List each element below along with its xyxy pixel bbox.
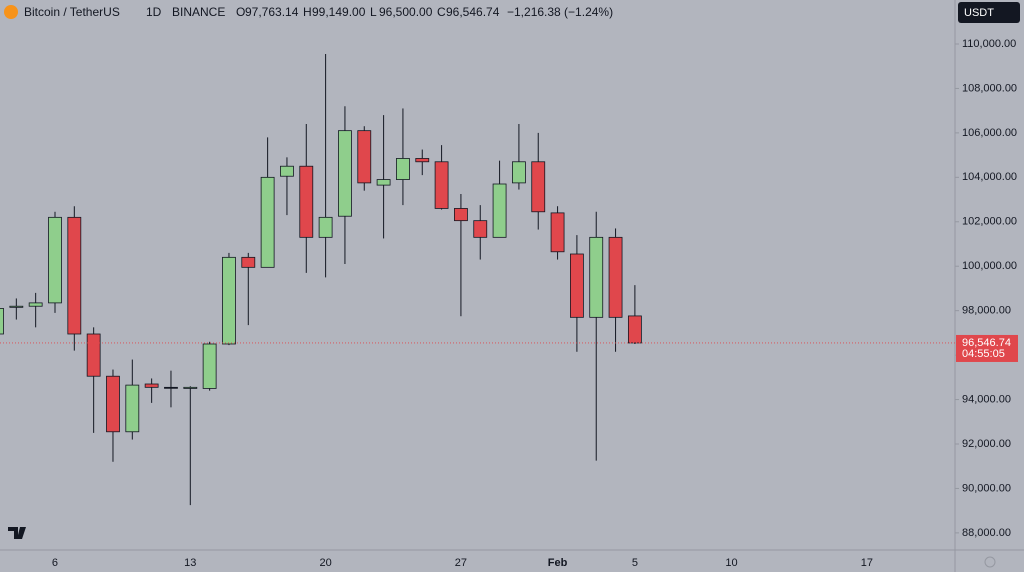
y-tick-label: 102,000.00: [962, 216, 1017, 228]
overlay: Bitcoin / TetherUS 1D BINANCE −1,216.38 …: [4, 2, 1020, 569]
candle-body: [357, 130, 372, 184]
currency-button[interactable]: [958, 2, 1020, 23]
candle-body: [280, 165, 294, 177]
ohlc-prefix: O: [236, 5, 245, 19]
y-tick-label: 92,000.00: [962, 438, 1011, 450]
candle-body: [183, 386, 198, 389]
candle-body: [67, 216, 82, 335]
x-tick-label: 20: [319, 557, 331, 569]
y-tick-label: 108,000.00: [962, 82, 1017, 94]
x-tick-label: 13: [184, 557, 196, 569]
candle-body: [241, 256, 256, 268]
candle-body: [299, 165, 314, 238]
candle-body: [473, 220, 488, 238]
candle-body: [144, 383, 159, 388]
ohlc-value: 97,763.14: [245, 5, 299, 19]
x-tick-label: 17: [861, 557, 873, 569]
settings-icon[interactable]: [984, 556, 996, 568]
interval[interactable]: 1D: [146, 5, 162, 19]
ohlc-prefix: C: [437, 5, 446, 19]
x-tick-label: Feb: [548, 557, 568, 569]
logo[interactable]: [8, 527, 26, 539]
last-price-box: [956, 334, 1018, 362]
change: −1,216.38 (−1.24%): [507, 5, 613, 19]
candle-body: [396, 158, 410, 180]
candle-body: [0, 308, 4, 335]
candle-body: [338, 130, 352, 217]
x-tick-label: 27: [455, 557, 467, 569]
y-tick-label: 110,000.00: [962, 38, 1016, 50]
exchange: BINANCE: [172, 5, 225, 19]
y-tick-label: 88,000.00: [962, 527, 1011, 539]
candle-body: [9, 305, 24, 308]
y-tick-label: 90,000.00: [962, 482, 1011, 494]
candle-body: [589, 236, 604, 318]
x-tick-label: 10: [725, 557, 737, 569]
candle-body: [512, 161, 526, 184]
x-tick-label: 6: [52, 557, 58, 569]
ohlc-value: 96,546.74: [446, 5, 500, 19]
plot-area: [0, 54, 955, 506]
ohlc-prefix: L: [370, 5, 377, 19]
candle-body: [454, 208, 468, 222]
candle-body: [531, 161, 546, 213]
candle-body: [125, 384, 140, 433]
candle-body: [376, 179, 391, 186]
countdown: 04:55:05: [962, 348, 1005, 360]
candle-body: [48, 216, 62, 304]
symbol-icon: [4, 5, 18, 19]
x-tick-label: 5: [632, 557, 638, 569]
candle-body: [86, 333, 101, 377]
candle-body: [318, 216, 333, 238]
candle-body: [164, 386, 178, 389]
ohlc-value: 99,149.00: [312, 5, 366, 19]
currency-label[interactable]: USDT: [964, 7, 994, 19]
last-price-label: 96,546.74: [962, 337, 1011, 349]
candle-body: [492, 183, 507, 238]
ohlc-value: 96,500.00: [379, 5, 433, 19]
candle-body: [608, 236, 623, 318]
candle-body: [415, 158, 430, 163]
symbol-title: Bitcoin / TetherUS: [24, 5, 120, 19]
candle-body: [260, 176, 275, 268]
y-tick-label: 100,000.00: [962, 260, 1017, 272]
ohlc-prefix: H: [303, 5, 312, 19]
y-tick-label: 106,000.00: [962, 127, 1017, 139]
candle-body: [106, 375, 120, 433]
candle-body: [28, 302, 43, 307]
candle-body: [222, 256, 236, 345]
candle-body: [434, 161, 449, 209]
candle-body: [550, 212, 565, 253]
y-tick-label: 94,000.00: [962, 393, 1011, 405]
y-tick-label: 98,000.00: [962, 305, 1011, 317]
candle-body: [627, 315, 642, 344]
candle-body: [202, 343, 217, 389]
candle-body: [570, 253, 584, 318]
y-tick-label: 104,000.00: [962, 171, 1017, 183]
